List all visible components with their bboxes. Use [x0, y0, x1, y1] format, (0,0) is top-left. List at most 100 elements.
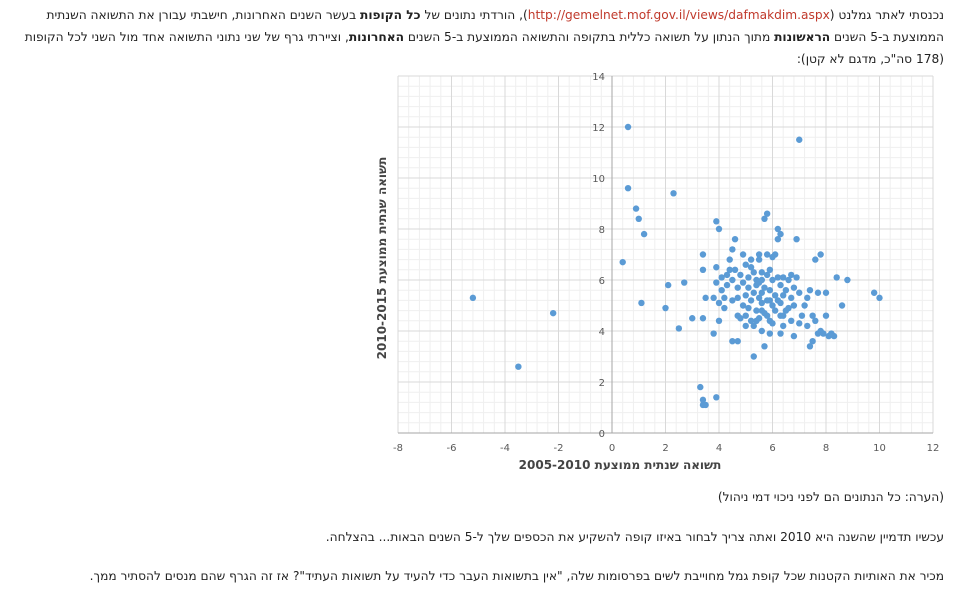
data-point	[785, 276, 792, 284]
data-point	[788, 317, 795, 324]
data-point	[796, 320, 803, 327]
data-point	[718, 274, 725, 281]
data-point	[838, 302, 846, 309]
data-point	[796, 289, 803, 296]
data-point	[729, 338, 736, 345]
data-point	[718, 287, 725, 294]
data-point	[726, 256, 733, 263]
data-point	[793, 236, 800, 243]
data-point	[747, 256, 755, 263]
data-point	[549, 309, 557, 317]
data-point	[804, 294, 811, 302]
x-tick-label: 4	[716, 443, 722, 454]
data-point	[769, 253, 776, 261]
data-point	[788, 294, 795, 302]
data-point	[774, 236, 782, 243]
y-tick-label: 6	[599, 276, 605, 287]
data-point	[812, 256, 819, 263]
data-point	[747, 264, 755, 271]
x-tick-label: 2	[662, 443, 668, 454]
data-point	[876, 294, 883, 302]
gemelnet-link[interactable]: http://gemelnet.mof.gov.il/views/dafmakd…	[527, 8, 830, 22]
data-point	[796, 136, 803, 143]
data-points	[469, 123, 883, 409]
y-tick-label: 4	[599, 327, 605, 338]
data-point	[817, 251, 824, 258]
data-point	[723, 271, 731, 279]
x-axis-label: תשואה שנתית ממוצעת 2005-2010	[519, 458, 722, 472]
x-tick-label: 8	[823, 443, 829, 454]
data-point	[729, 297, 736, 304]
data-point	[833, 274, 840, 281]
data-point	[739, 302, 747, 309]
data-point	[763, 312, 771, 319]
data-point	[742, 312, 749, 319]
data-point	[750, 322, 757, 330]
data-point	[814, 289, 822, 296]
data-point	[801, 302, 808, 309]
data-point	[769, 302, 776, 309]
data-point	[715, 317, 723, 324]
data-point	[699, 396, 707, 404]
data-point	[755, 256, 763, 263]
data-point	[747, 297, 755, 304]
data-point	[713, 279, 720, 286]
data-point	[780, 312, 787, 319]
data-point	[798, 312, 806, 319]
data-point	[777, 281, 784, 289]
data-point	[745, 304, 752, 312]
intro-text-4: מתוך הנתון על תשואה כללית בתקופה והתשואה…	[404, 30, 775, 44]
data-point	[755, 251, 763, 258]
data-point	[822, 312, 830, 319]
data-point	[769, 276, 776, 284]
data-point	[721, 304, 728, 312]
data-point	[731, 266, 739, 273]
data-point	[723, 281, 731, 289]
intro-bold-1: כל הקופות	[360, 8, 421, 22]
data-point	[790, 332, 798, 340]
note-fine-print: מכיר את האותיות הקטנות שכל קופת גמל מחוי…	[89, 569, 944, 583]
data-point	[777, 330, 784, 337]
x-tick-label: 0	[609, 443, 615, 454]
data-point	[702, 294, 709, 302]
data-point	[515, 363, 522, 370]
data-point	[771, 307, 779, 314]
data-point	[729, 246, 736, 253]
data-point	[739, 279, 747, 286]
data-point	[782, 287, 790, 294]
data-point	[780, 322, 787, 330]
data-point	[713, 218, 720, 225]
data-point	[729, 276, 736, 284]
data-point	[731, 236, 739, 243]
y-tick-label: 14	[592, 72, 605, 83]
data-point	[753, 307, 760, 314]
x-tick-label: -6	[447, 443, 457, 454]
data-point	[750, 353, 757, 360]
data-point	[785, 304, 792, 312]
x-tick-label: 12	[927, 443, 940, 454]
data-point	[715, 225, 723, 233]
data-point	[624, 185, 632, 192]
data-point	[758, 299, 765, 307]
data-point	[769, 320, 776, 327]
data-point	[750, 289, 757, 296]
data-point	[742, 322, 749, 330]
data-point	[726, 266, 733, 273]
intro-paragraph: נכנסתי לאתר גמלנט (http://gemelnet.mof.g…	[6, 4, 944, 70]
chart-svg: -8 -6 -4 -2 0 2 4 6 8 10 12 0 2 4 6 8 10 12 14 תשואה שנתי…	[375, 72, 940, 472]
data-point	[822, 289, 830, 296]
data-point	[721, 294, 728, 302]
intro-bold-3: האחרונות	[348, 30, 404, 44]
data-point	[763, 251, 771, 258]
y-tick-label: 0	[599, 429, 605, 440]
data-point	[632, 205, 640, 212]
data-point	[689, 315, 696, 322]
data-point	[737, 271, 744, 279]
x-tick-label: 10	[873, 443, 886, 454]
y-tick-label: 8	[599, 225, 605, 236]
data-point	[699, 266, 707, 273]
note-imagine: עכשיו תדמיין שהשנה היא 2010 ואתה צריך לב…	[325, 530, 944, 544]
data-point	[777, 230, 784, 238]
data-point	[766, 297, 774, 304]
data-point	[790, 284, 798, 291]
